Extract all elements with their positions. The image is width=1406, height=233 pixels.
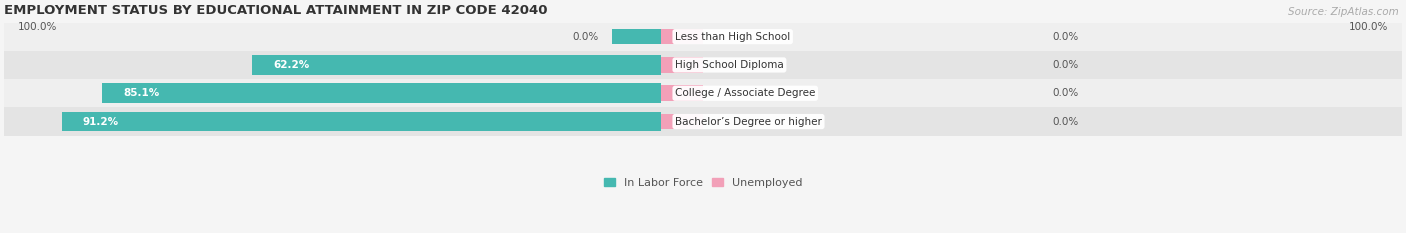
Bar bbox=[103, 83, 661, 103]
Bar bbox=[62, 112, 661, 131]
Bar bbox=[4, 107, 1402, 136]
Bar bbox=[4, 79, 1402, 107]
Text: Bachelor’s Degree or higher: Bachelor’s Degree or higher bbox=[675, 116, 823, 127]
Bar bbox=[4, 23, 1402, 51]
Text: 0.0%: 0.0% bbox=[572, 32, 598, 42]
Text: 0.0%: 0.0% bbox=[1053, 88, 1078, 98]
Text: 0.0%: 0.0% bbox=[1053, 32, 1078, 42]
Bar bbox=[612, 29, 661, 45]
Bar bbox=[253, 55, 661, 75]
Text: Source: ZipAtlas.com: Source: ZipAtlas.com bbox=[1288, 7, 1399, 17]
Bar bbox=[661, 114, 703, 129]
Text: EMPLOYMENT STATUS BY EDUCATIONAL ATTAINMENT IN ZIP CODE 42040: EMPLOYMENT STATUS BY EDUCATIONAL ATTAINM… bbox=[4, 4, 548, 17]
Text: 91.2%: 91.2% bbox=[83, 116, 120, 127]
Text: 85.1%: 85.1% bbox=[122, 88, 159, 98]
Text: College / Associate Degree: College / Associate Degree bbox=[675, 88, 815, 98]
Text: Less than High School: Less than High School bbox=[675, 32, 790, 42]
Bar bbox=[4, 51, 1402, 79]
Text: 0.0%: 0.0% bbox=[1053, 60, 1078, 70]
Text: 62.2%: 62.2% bbox=[273, 60, 309, 70]
Text: 100.0%: 100.0% bbox=[1348, 23, 1388, 32]
Text: 100.0%: 100.0% bbox=[18, 23, 58, 32]
Bar bbox=[661, 57, 703, 73]
Text: 0.0%: 0.0% bbox=[1053, 116, 1078, 127]
Bar bbox=[661, 86, 703, 101]
Legend: In Labor Force, Unemployed: In Labor Force, Unemployed bbox=[599, 173, 807, 192]
Text: High School Diploma: High School Diploma bbox=[675, 60, 783, 70]
Bar bbox=[661, 29, 703, 45]
